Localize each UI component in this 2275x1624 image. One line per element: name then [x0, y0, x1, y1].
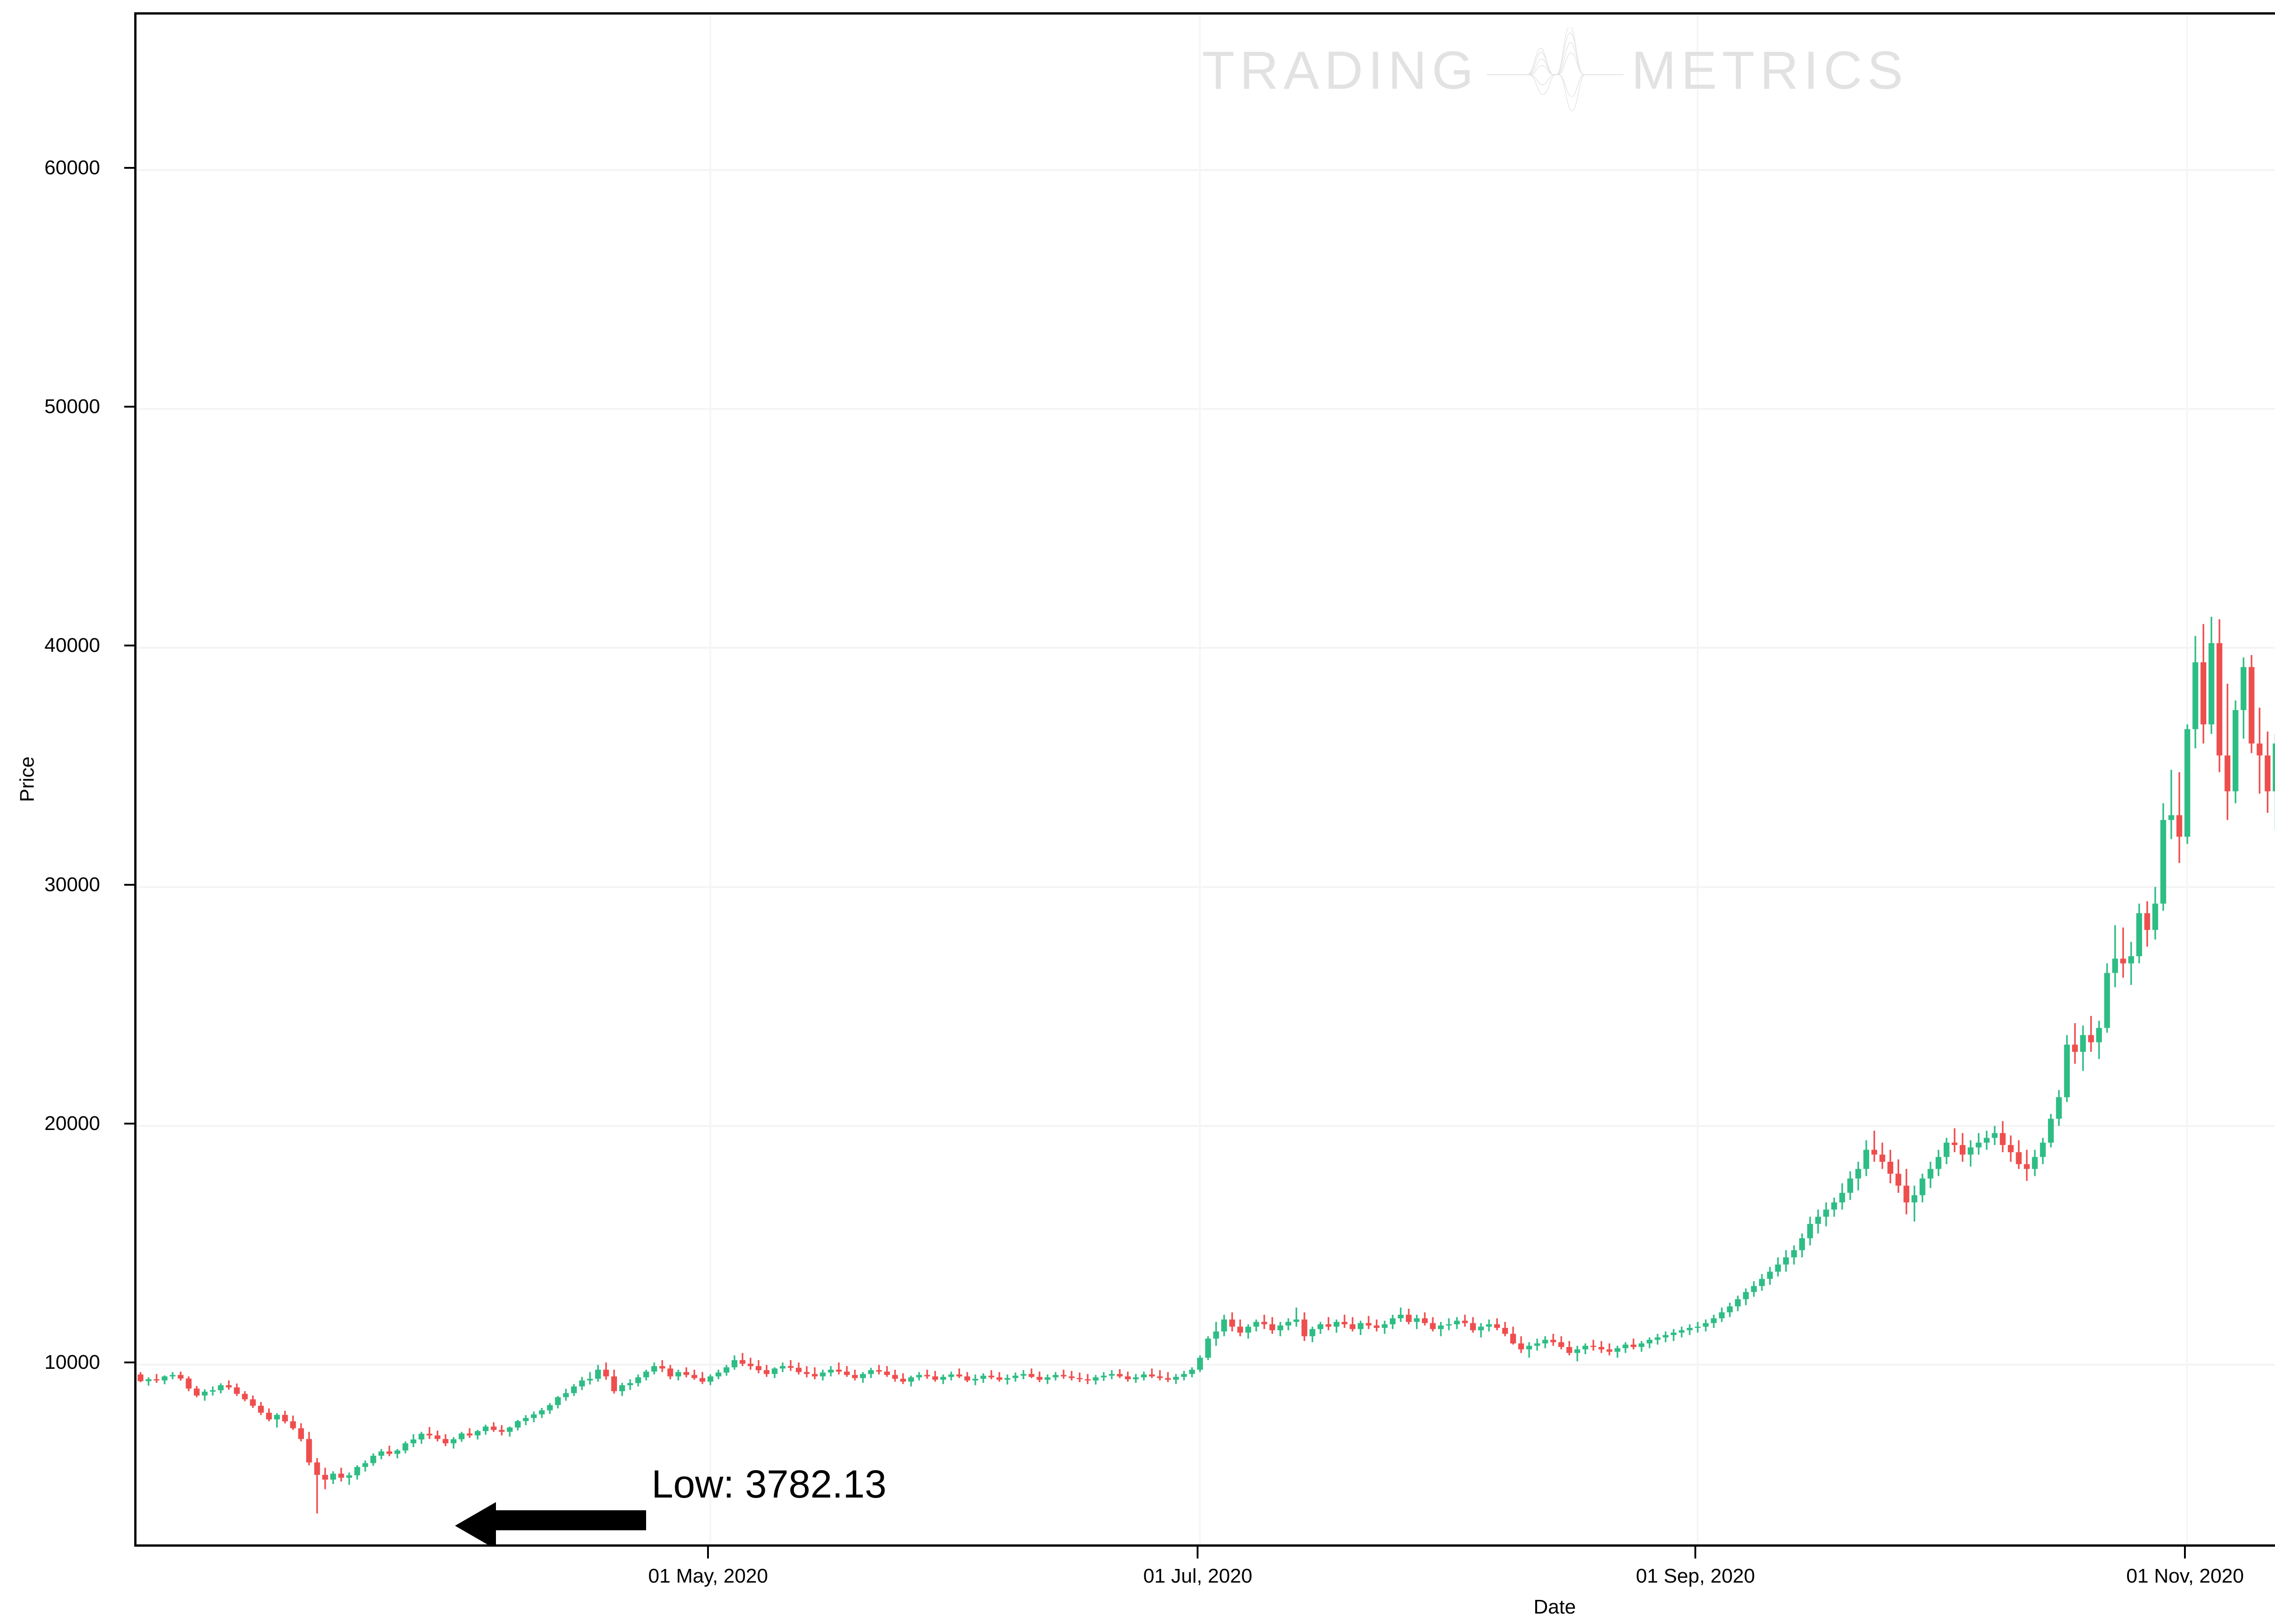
x-axis-tick-mark: [1197, 1547, 1199, 1558]
y-axis-tick-mark: [124, 166, 134, 169]
y-axis-title: Price: [16, 756, 39, 802]
x-axis-tick-label: 01 Nov, 2020: [2126, 1565, 2244, 1587]
y-axis-tick-label: 60000: [44, 156, 100, 179]
y-axis-tick-mark: [124, 1362, 134, 1364]
gridline-vertical: [1697, 15, 1699, 1544]
y-axis-tick-mark: [124, 1123, 134, 1125]
gridline-horizontal: [136, 1125, 2275, 1127]
y-axis-tick-label: 10000: [44, 1351, 100, 1374]
y-axis-tick-label: 50000: [44, 395, 100, 418]
candlestick-series: [137, 616, 2275, 1514]
gridline-vertical: [709, 15, 712, 1544]
gridline-vertical: [1199, 15, 1201, 1544]
plot-inner: TRADING METRICS: [136, 15, 2275, 1544]
y-axis-tick-label: 20000: [44, 1112, 100, 1135]
x-axis-title: Date: [1533, 1596, 1576, 1618]
x-axis-tick-label: 01 May, 2020: [648, 1565, 768, 1587]
gridline-horizontal: [136, 647, 2275, 649]
gridline-horizontal: [136, 886, 2275, 888]
y-axis-tick-mark: [124, 405, 134, 408]
x-axis-tick-mark: [707, 1547, 709, 1558]
y-axis-tick-label: 30000: [44, 873, 100, 896]
x-axis-tick-mark: [1694, 1547, 1697, 1558]
gridline-horizontal: [136, 1364, 2275, 1366]
y-axis-tick-mark: [124, 883, 134, 886]
low-annotation-label: Low: 3782.13: [651, 1463, 887, 1507]
plot-area: TRADING METRICS: [134, 12, 2275, 1547]
x-axis-tick-mark: [2184, 1547, 2186, 1558]
x-axis-tick-label: 01 Sep, 2020: [1636, 1565, 1755, 1587]
y-axis-tick-mark: [124, 645, 134, 647]
gridline-horizontal: [136, 169, 2275, 171]
y-axis-tick-label: 40000: [44, 634, 100, 657]
low-pointer-arrow-icon: [455, 1502, 646, 1544]
x-axis-tick-label: 01 Jul, 2020: [1143, 1565, 1253, 1587]
gridline-horizontal: [136, 408, 2275, 410]
